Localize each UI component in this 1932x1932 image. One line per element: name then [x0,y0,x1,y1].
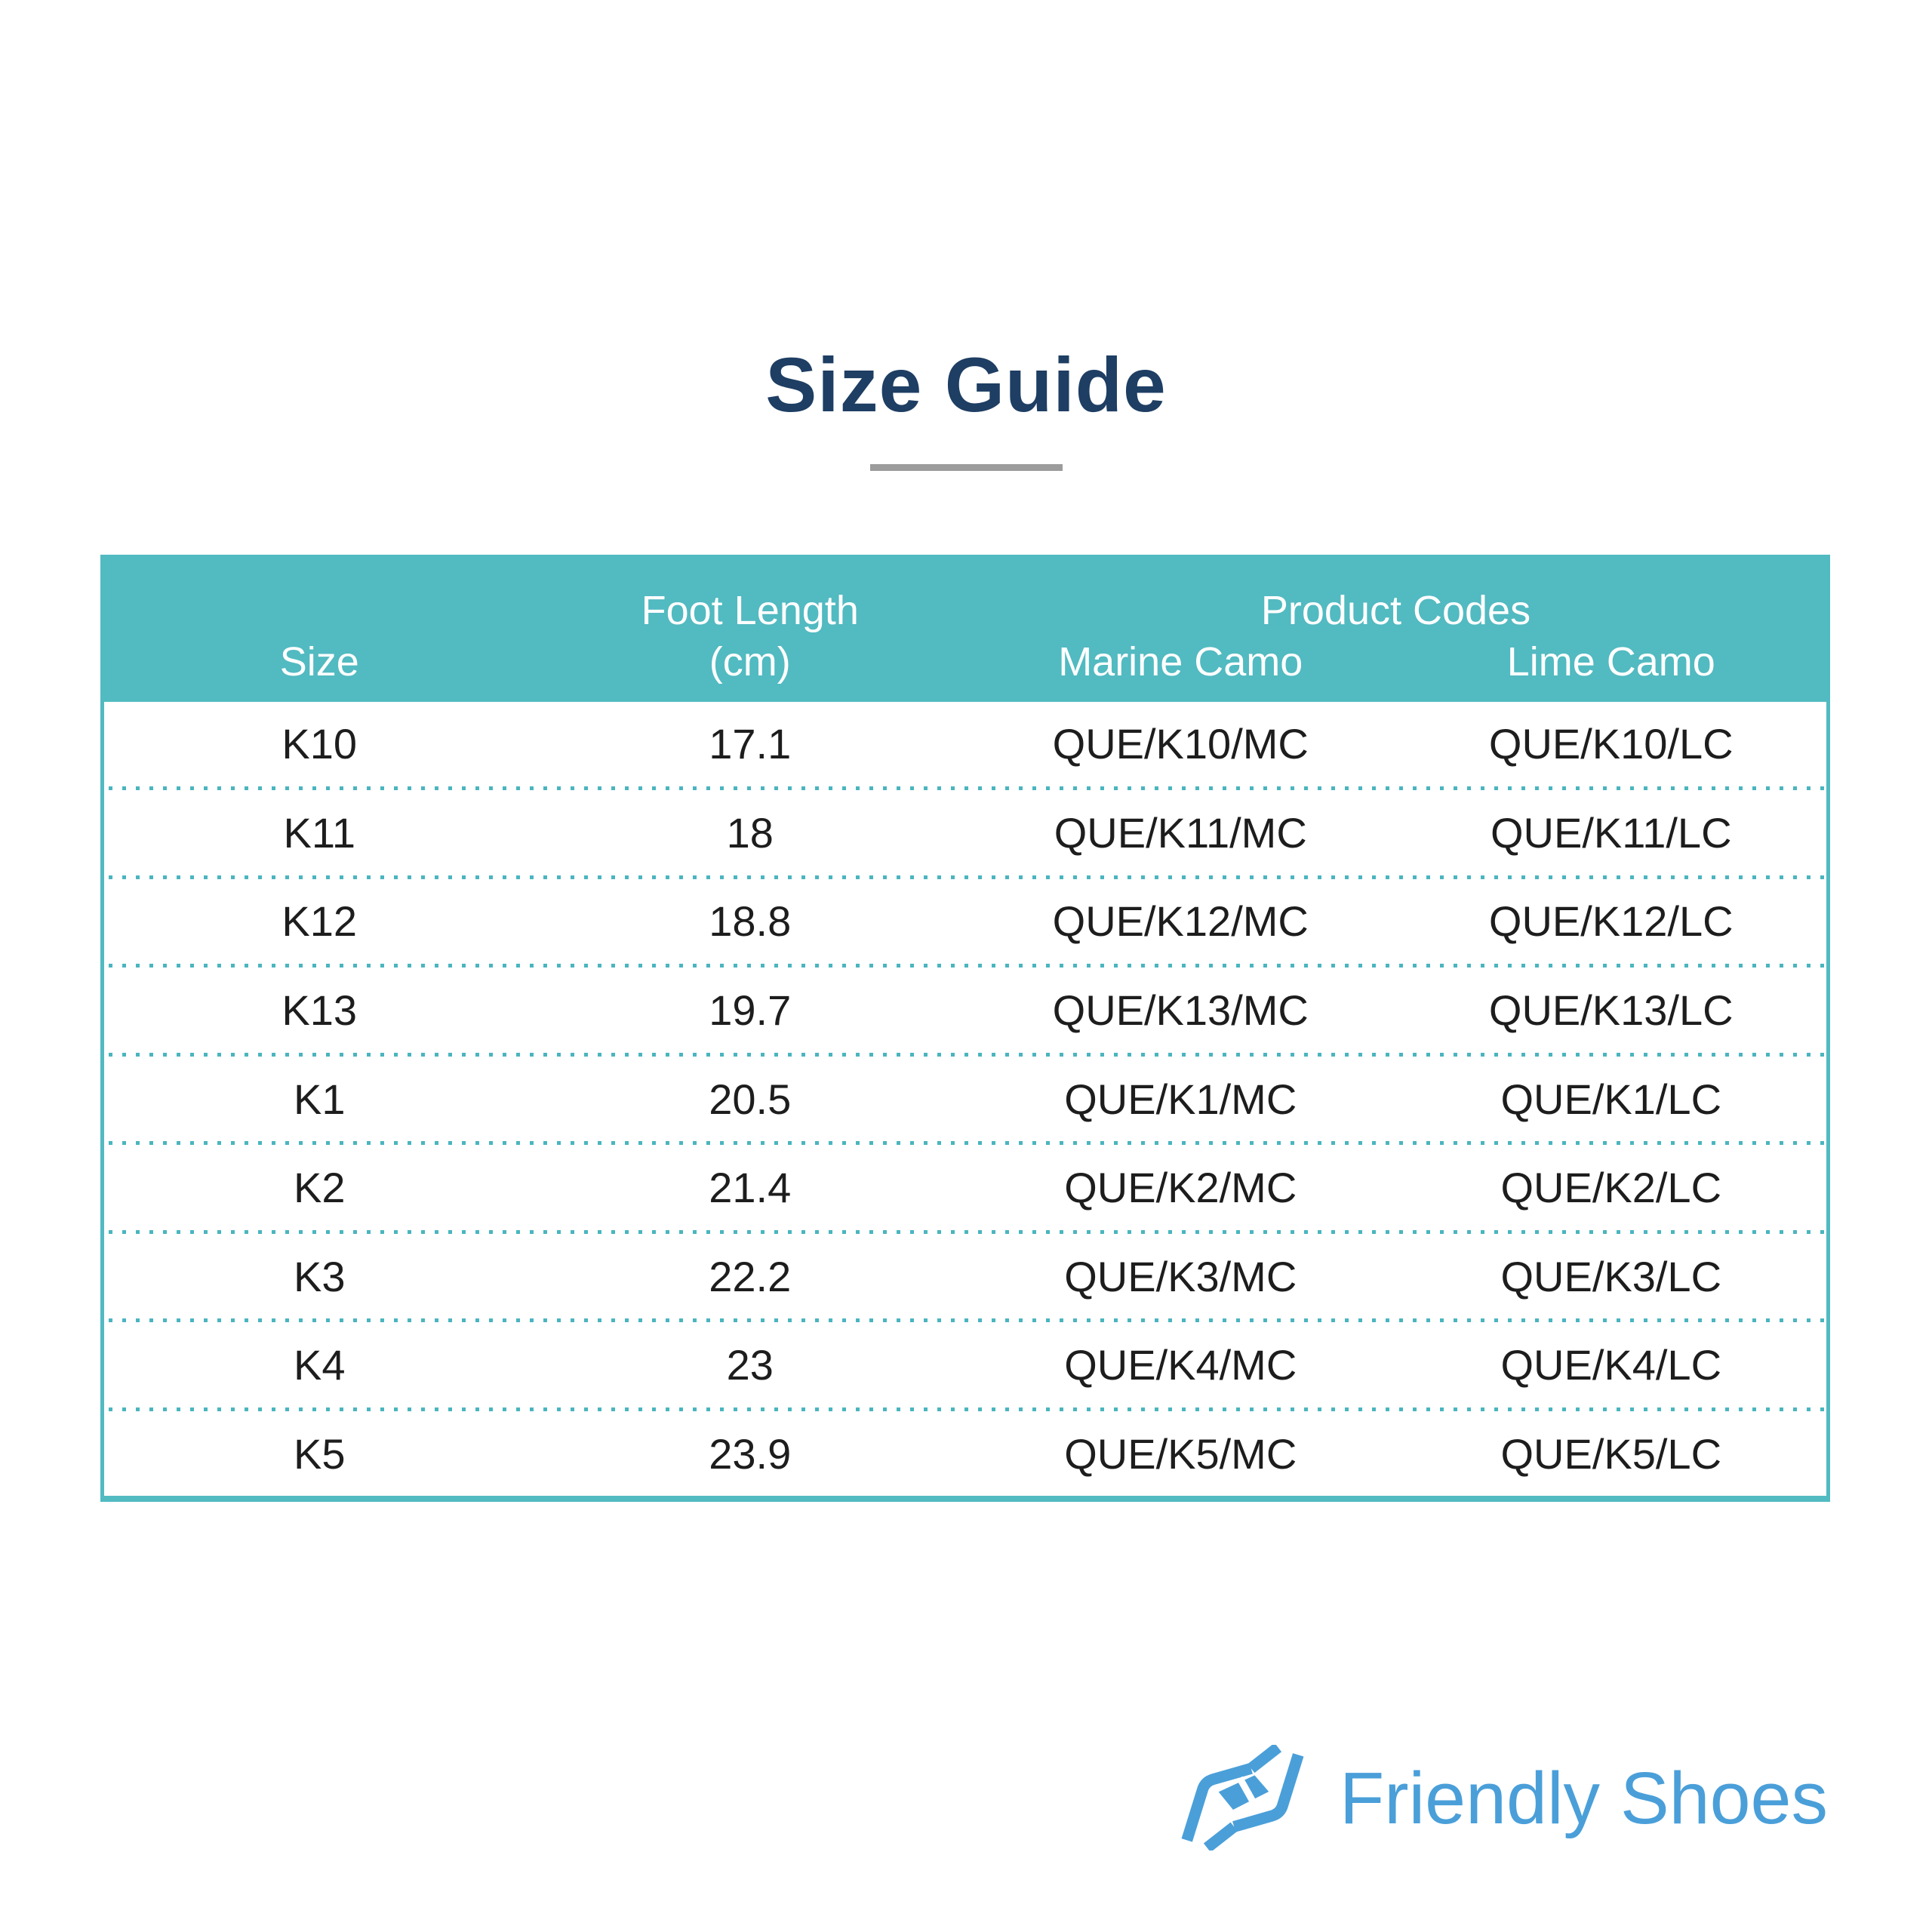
cell-size: K4 [294,1341,346,1389]
cell-size: K12 [281,897,358,946]
column-header-size: Size [279,639,359,685]
column-header-cm-unit: (cm) [709,639,791,685]
cell-marine-code: QUE/K10/MC [1052,720,1309,768]
cell-foot-length: 23.9 [709,1429,792,1478]
cell-foot-length: 17.1 [709,720,792,768]
cell-marine-code: QUE/K5/MC [1064,1429,1297,1478]
cell-lime-code: QUE/K11/LC [1490,808,1732,857]
cell-size: K13 [281,986,358,1034]
cell-size: K2 [294,1164,346,1212]
cell-marine-code: QUE/K1/MC [1064,1075,1297,1123]
cell-size: K1 [294,1075,346,1123]
table-row: K2 21.4 QUE/K2/MC QUE/K2/LC [104,1146,1826,1230]
column-header-foot-length: Foot Length [641,588,859,633]
table-row: K5 23.9 QUE/K5/MC QUE/K5/LC [104,1412,1826,1497]
cell-lime-code: QUE/K12/LC [1488,897,1734,946]
cell-foot-length: 22.2 [709,1252,792,1300]
table-header: Foot Length Product Codes Size (cm) Mari… [104,558,1826,702]
table-row: K1 20.5 QUE/K1/MC QUE/K1/LC [104,1057,1826,1141]
dotted-row-divider [104,875,1826,880]
cell-marine-code: QUE/K13/MC [1052,986,1309,1034]
cell-foot-length: 19.7 [709,986,792,1034]
cell-size: K3 [294,1252,346,1300]
cell-marine-code: QUE/K11/MC [1054,808,1307,857]
cell-size: K5 [294,1429,346,1478]
cell-lime-code: QUE/K5/LC [1500,1429,1722,1478]
dotted-row-divider [104,1052,1826,1057]
cell-lime-code: QUE/K3/LC [1500,1252,1722,1300]
cell-lime-code: QUE/K2/LC [1500,1164,1722,1212]
column-header-lime-camo: Lime Camo [1506,639,1715,685]
cell-marine-code: QUE/K3/MC [1064,1252,1297,1300]
table-row: K10 17.1 QUE/K10/MC QUE/K10/LC [104,702,1826,786]
dotted-row-divider [104,1229,1826,1235]
brand-logo: Friendly Shoes [1165,1745,1828,1850]
title-underline [869,464,1063,471]
page-title: Size Guide [765,342,1167,428]
cell-marine-code: QUE/K4/MC [1064,1341,1297,1389]
cell-marine-code: QUE/K2/MC [1064,1164,1297,1212]
table-body: K10 17.1 QUE/K10/MC QUE/K10/LC K11 18 QU… [104,702,1826,1496]
cell-size: K10 [281,720,358,768]
cell-lime-code: QUE/K13/LC [1488,986,1734,1034]
cell-lime-code: QUE/K1/LC [1500,1075,1722,1123]
column-group-header-product-codes: Product Codes [1260,588,1531,633]
cell-foot-length: 21.4 [709,1164,792,1212]
cell-foot-length: 18 [726,808,774,857]
dotted-row-divider [104,1318,1826,1323]
cell-foot-length: 20.5 [709,1075,792,1123]
brand-logo-text: Friendly Shoes [1340,1756,1828,1839]
cell-foot-length: 23 [726,1341,774,1389]
column-header-marine-camo: Marine Camo [1058,639,1303,685]
table-row: K3 22.2 QUE/K3/MC QUE/K3/LC [104,1234,1826,1318]
table-row: K13 19.7 QUE/K13/MC QUE/K13/LC [104,968,1826,1053]
dotted-row-divider [104,1407,1826,1412]
cell-size: K11 [283,808,355,857]
dotted-row-divider [104,963,1826,968]
table-row: K4 23 QUE/K4/MC QUE/K4/LC [104,1323,1826,1407]
cell-foot-length: 18.8 [709,897,792,946]
table-row: K11 18 QUE/K11/MC QUE/K11/LC [104,791,1826,875]
size-guide-table: Foot Length Product Codes Size (cm) Mari… [100,555,1830,1502]
cell-lime-code: QUE/K4/LC [1500,1341,1722,1389]
cell-marine-code: QUE/K12/MC [1052,897,1309,946]
dotted-row-divider [104,786,1826,791]
cell-lime-code: QUE/K10/LC [1488,720,1734,768]
title-block: Size Guide [0,341,1932,471]
dotted-row-divider [104,1140,1826,1146]
friendly-shoes-logo-icon [1181,1745,1304,1850]
table-row: K12 18.8 QUE/K12/MC QUE/K12/LC [104,879,1826,964]
header-spacer [104,590,535,631]
